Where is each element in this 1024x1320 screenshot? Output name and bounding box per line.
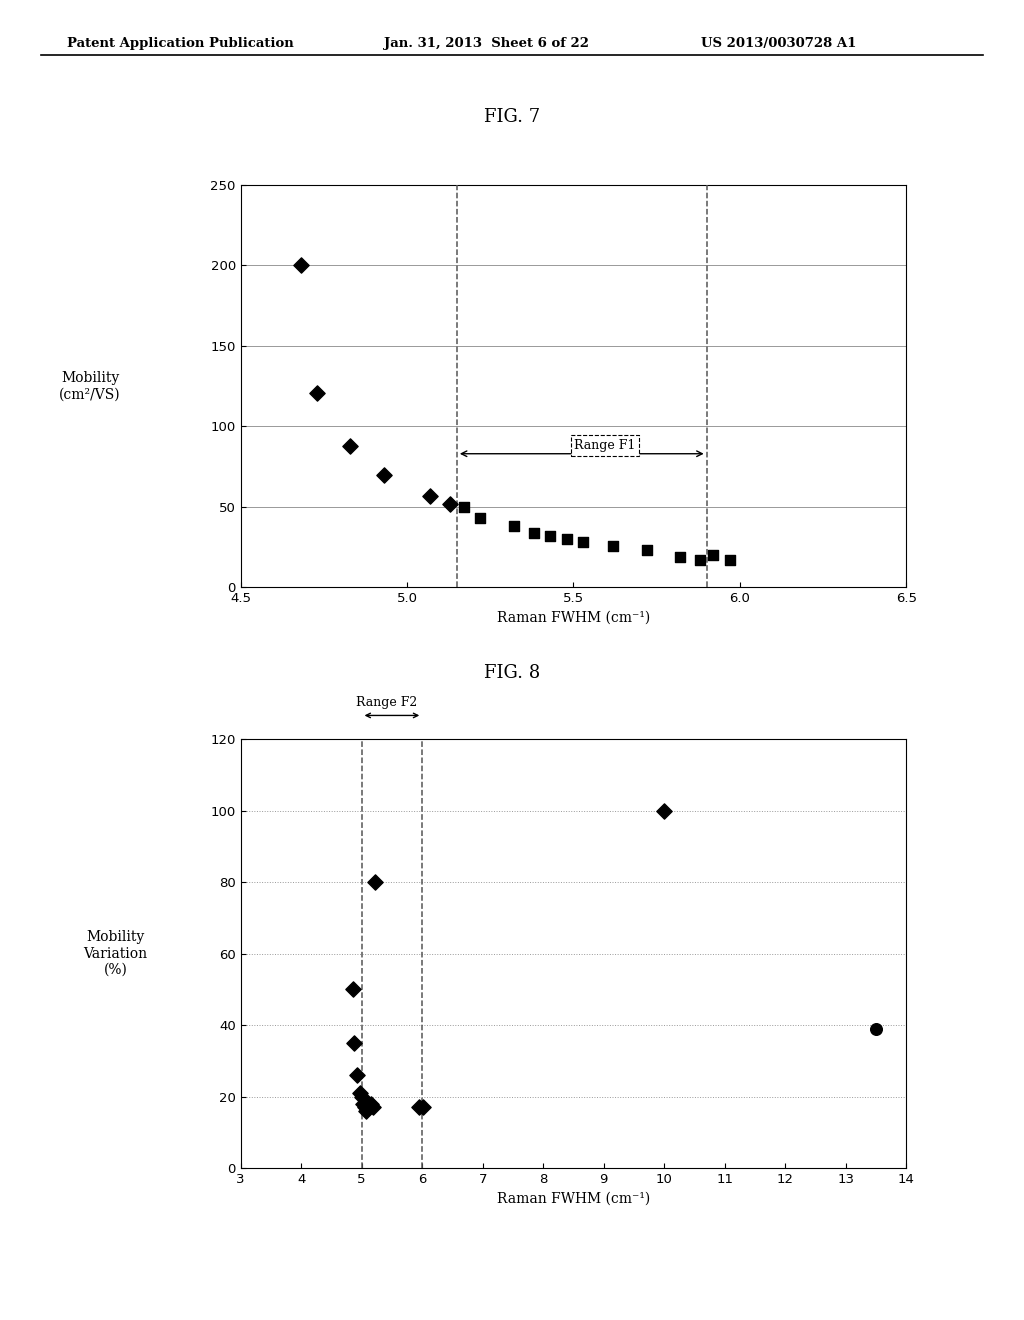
Point (525, 523, 542, 544)
Point (656, 800, 673, 821)
Point (456, 496, 472, 517)
Point (472, 508, 488, 529)
Point (605, 535, 622, 556)
Point (344, 979, 360, 1001)
Text: US 2013/0030728 A1: US 2013/0030728 A1 (701, 37, 857, 50)
Point (358, 1101, 375, 1122)
Point (867, 1018, 884, 1039)
Text: Jan. 31, 2013  Sheet 6 of 22: Jan. 31, 2013 Sheet 6 of 22 (384, 37, 589, 50)
Point (292, 255, 308, 276)
Point (355, 1093, 372, 1114)
Point (575, 532, 592, 553)
X-axis label: Raman FWHM (cm⁻¹): Raman FWHM (cm⁻¹) (497, 1192, 650, 1205)
Point (359, 1097, 376, 1118)
Text: FIG. 7: FIG. 7 (484, 108, 540, 127)
Point (422, 484, 438, 506)
Point (705, 545, 721, 566)
Point (542, 525, 558, 546)
Point (376, 465, 392, 486)
Point (356, 1097, 373, 1118)
Text: Range F1: Range F1 (574, 440, 636, 453)
Point (362, 1093, 379, 1114)
Point (506, 516, 522, 537)
Point (692, 549, 709, 570)
Point (309, 381, 326, 403)
Text: Range F2: Range F2 (356, 696, 418, 709)
Point (672, 546, 688, 568)
Point (353, 1086, 370, 1107)
Point (639, 540, 655, 561)
Point (351, 1082, 368, 1104)
Point (722, 549, 738, 570)
X-axis label: Raman FWHM (cm⁻¹): Raman FWHM (cm⁻¹) (497, 611, 650, 624)
Point (367, 871, 383, 892)
Point (342, 436, 358, 457)
Point (360, 1097, 377, 1118)
Point (348, 1065, 365, 1086)
Text: FIG. 8: FIG. 8 (484, 664, 540, 682)
Y-axis label: Mobility
Variation
(%): Mobility Variation (%) (83, 931, 147, 977)
Point (442, 494, 459, 515)
Point (365, 1097, 381, 1118)
Point (415, 1097, 431, 1118)
Text: Patent Application Publication: Patent Application Publication (67, 37, 293, 50)
Point (346, 1032, 362, 1053)
Y-axis label: Mobility
(cm²/VS): Mobility (cm²/VS) (59, 371, 121, 401)
Point (411, 1097, 427, 1118)
Point (559, 528, 575, 549)
